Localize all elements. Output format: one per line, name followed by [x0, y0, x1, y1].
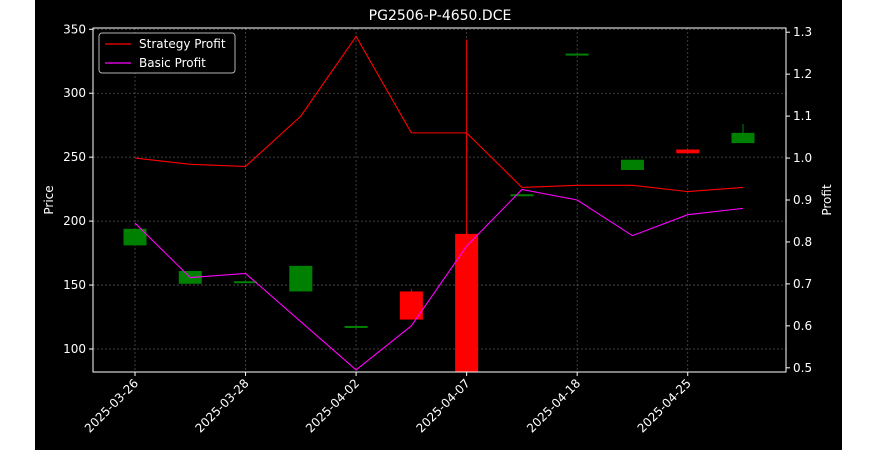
- y-tick-label-right: 0.9: [793, 193, 812, 207]
- candle-body: [399, 291, 423, 320]
- legend-box: [98, 32, 236, 74]
- chart-canvas: PG2506-P-4650.DCE 100 150 200 250 300 350 0.5 0…: [35, 0, 842, 450]
- chart-title: PG2506-P-4650.DCE: [369, 8, 512, 24]
- candle-body: [234, 281, 258, 284]
- y-tick-label-right: 1.1: [793, 109, 812, 123]
- y-axis-label-right: Profit: [820, 184, 834, 216]
- y-tick-label-left: 100: [63, 342, 86, 356]
- candles: [123, 39, 755, 372]
- candle-body: [289, 265, 313, 292]
- y-tick-label-right: 0.7: [793, 277, 812, 291]
- y-tick-label-left: 300: [63, 86, 86, 100]
- axes: 100 150 200 250 300 350 0.5 0.6 0.7 0.8 0.9 1.0 1.1 1…: [63, 22, 812, 435]
- candle-body: [620, 159, 644, 170]
- x-tick-label: 2025-04-02: [303, 376, 362, 435]
- grid: [93, 28, 786, 372]
- candle-body: [344, 325, 368, 328]
- y-axis-label-left: Price: [42, 185, 56, 214]
- y-tick-label-right: 0.6: [793, 319, 812, 333]
- candle-body: [455, 233, 479, 372]
- x-tick-label: 2025-03-26: [82, 376, 141, 435]
- x-tick-label: 2025-03-28: [192, 376, 251, 435]
- y-tick-label-right: 1.3: [793, 25, 812, 39]
- legend-label: Strategy Profit: [139, 37, 226, 51]
- candle-body: [565, 53, 589, 56]
- legend-label: Basic Profit: [139, 56, 206, 70]
- candle-body: [510, 194, 534, 197]
- profit-lines: [134, 35, 744, 371]
- candle-body: [676, 149, 700, 154]
- legend: Strategy Profit Basic Profit: [98, 32, 236, 74]
- candle-body: [123, 228, 147, 246]
- y-tick-label-right: 1.2: [793, 67, 812, 81]
- y-tick-label-left: 250: [63, 150, 86, 164]
- y-tick-label-left: 200: [63, 214, 86, 228]
- y-tick-label-right: 0.8: [793, 235, 812, 249]
- x-tick-label: 2025-04-25: [635, 376, 694, 435]
- y-tick-label-left: 350: [63, 22, 86, 36]
- y-tick-label-right: 0.5: [793, 361, 812, 375]
- series-line: [134, 188, 744, 371]
- x-tick-label: 2025-04-18: [524, 376, 583, 435]
- y-tick-label-left: 150: [63, 278, 86, 292]
- y-tick-label-right: 1.0: [793, 151, 812, 165]
- plot-frame: [92, 27, 787, 373]
- candle-body: [731, 132, 755, 144]
- series-line: [134, 35, 744, 193]
- x-tick-label: 2025-04-07: [414, 376, 473, 435]
- chart-svg: PG2506-P-4650.DCE 100 150 200 250 300 350 0.5 0…: [42, 8, 834, 435]
